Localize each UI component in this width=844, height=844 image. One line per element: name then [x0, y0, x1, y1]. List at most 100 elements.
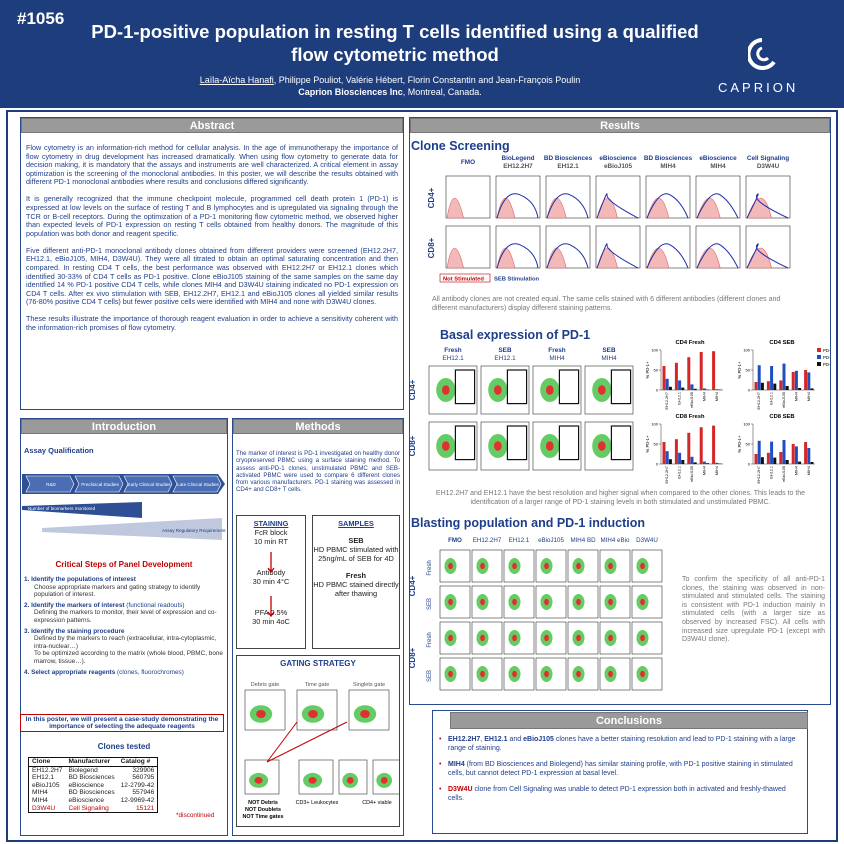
conclusion-part: (from BD Biosciences and Biolegend) has … [448, 761, 793, 777]
step-bullet: Choose appropriate markers and gating st… [34, 583, 201, 599]
x-tick-label: MIH4 [702, 466, 706, 475]
y-axis-label: % PD-1+ [645, 435, 650, 452]
bar [794, 370, 798, 390]
x-tick-label: EH12.2H7 [757, 392, 761, 410]
critical-title: Critical Steps of Panel Development [55, 560, 193, 569]
bar [668, 386, 672, 390]
x-tick-label: MIH4 [807, 466, 811, 475]
logo-mark [748, 38, 776, 70]
staining-text: STAINING [253, 519, 289, 528]
poster-number: #1056 [17, 9, 65, 28]
basal-header: EH12.1 [494, 355, 516, 362]
basal-bar-charts: CD4 Fresh % PD-1+ 0 50 100 EH12.2H7 EH12.1 eBio… [645, 340, 830, 484]
dot-core [544, 562, 549, 570]
density-core [254, 777, 263, 784]
conclusion-part: and [507, 736, 524, 743]
column-header: Cell Signaling [747, 155, 789, 162]
poster-title: PD-1-positive population in resting T ce… [91, 21, 699, 65]
abstract-paragraph: Five different anti-PD-1 monoclonal anti… [26, 245, 398, 307]
bar [702, 388, 706, 390]
column-header: MIH4 [660, 163, 676, 170]
stage-label: Early Clinical Studies [127, 482, 171, 487]
stage-chevron [123, 475, 173, 493]
staining-text: 30 min 4oC [252, 617, 290, 626]
bar [693, 388, 697, 390]
bar [754, 454, 758, 464]
conclusion-part: EH12.1 [484, 736, 508, 743]
bar [668, 459, 672, 464]
gate-box [610, 425, 632, 461]
histogram-line [646, 243, 689, 269]
dot-core [448, 598, 453, 606]
stage-label: Preclinical Studies [81, 482, 119, 487]
histogram-fill [446, 247, 464, 269]
x-tick-label: MIH4 [715, 466, 719, 475]
table-cell: 15121 [136, 804, 155, 812]
authors-rest: , Philippe Pouliot, Valérie Hébert, Flor… [273, 75, 581, 85]
x-tick-label: eBioJ105 [782, 392, 786, 408]
step: 4. Select appropriate reagents (clones, … [24, 669, 224, 677]
abstract-box [20, 117, 404, 410]
not-gate: NOT Time gates [243, 814, 284, 820]
bar [674, 362, 678, 390]
samples-seb-title: SEB [348, 536, 364, 545]
dot-core [480, 634, 485, 642]
bar [674, 439, 678, 464]
staining-arrows [267, 552, 275, 618]
intro-box [20, 418, 228, 836]
bar [798, 388, 802, 390]
table-cell: Cell Signaling [68, 804, 109, 812]
bar [779, 380, 783, 390]
table-cell: eBioJ105 [32, 781, 60, 789]
bar [810, 388, 814, 390]
histogram-fill [746, 197, 772, 219]
results-box [409, 117, 831, 705]
dot-core [480, 562, 485, 570]
bullet-dot: • [439, 786, 442, 794]
x-tick-label: EH12.1 [770, 466, 774, 479]
column-header: FMO [461, 159, 475, 166]
conclusion: • MIH4 (from BD Biosciences and Biolegend… [438, 761, 802, 778]
density-core [308, 777, 317, 784]
density-core [346, 777, 354, 784]
bar [665, 378, 669, 390]
chart-title: CD8 Fresh [676, 414, 705, 420]
table-cell: eBioscience [68, 796, 104, 804]
arrow [267, 596, 275, 618]
blasting-row: SEB [427, 598, 433, 610]
dot-core [448, 562, 453, 570]
x-tick-label: EH12.2H7 [665, 466, 669, 484]
conclusion-part: , [480, 736, 485, 743]
histogram-fill [696, 247, 721, 269]
basal-caption: EH12.2H7 and EH12.1 have the best resolu… [435, 490, 806, 506]
blasting-header: eBioJ105 [538, 537, 564, 544]
dot-core [545, 385, 554, 395]
dot-core [608, 670, 613, 678]
density-core [308, 710, 318, 718]
step-bullet: Defined by the markers to reach (extrace… [34, 635, 217, 650]
x-tick-label: MIH4 [807, 392, 811, 401]
staining-box [236, 515, 306, 649]
histogram-line [596, 243, 639, 269]
x-tick-label: MIH4 [794, 392, 798, 401]
dot-core [493, 441, 502, 451]
dot-core [545, 441, 554, 451]
bar [662, 442, 666, 464]
dot-core [544, 598, 549, 606]
bar [785, 386, 789, 390]
blasting-plots: FMO EH12.2H7 EH12.1 eBioJ105 MIH4 BD MIH4 eBi… [408, 537, 663, 691]
table-cell: 557946 [132, 789, 155, 797]
table-cell: 12-9969-42 [120, 796, 155, 804]
y-tick-label: 0 [748, 462, 751, 467]
bar [702, 461, 706, 464]
x-tick-label: EH12.2H7 [757, 466, 761, 484]
bar [757, 440, 761, 464]
bar [773, 383, 777, 390]
gate-label: Debris gate [251, 682, 280, 688]
x-tick-label: EH12.1 [770, 392, 774, 405]
conclusion-part: MIH4 [448, 761, 465, 769]
seb-label: SEB Stimulation [494, 277, 540, 283]
bar [760, 457, 764, 464]
staining-text: 30 min 4°C [252, 577, 290, 586]
gate-box [506, 369, 528, 405]
